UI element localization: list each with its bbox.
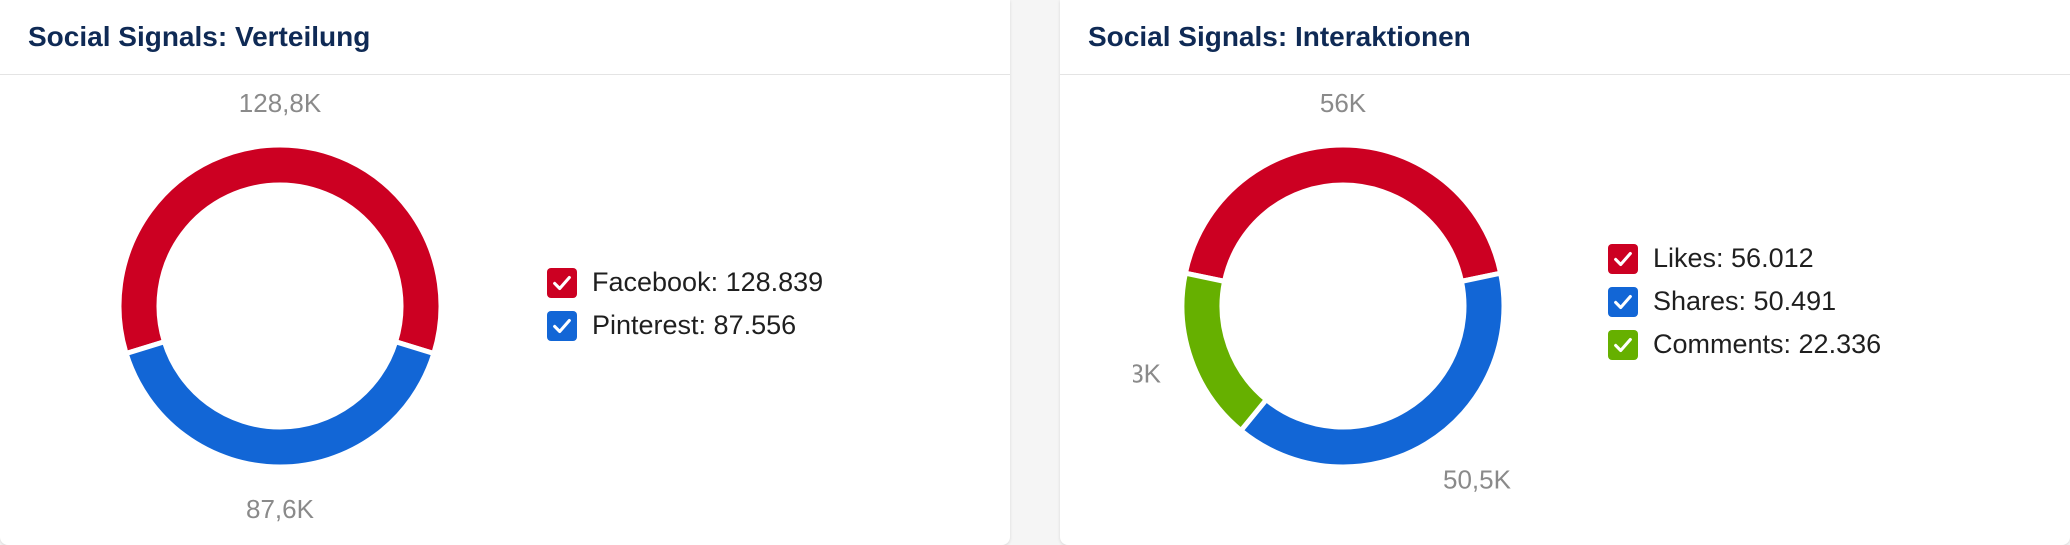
donut-chart-interaktionen: 56K 50,5K 22,3K bbox=[1093, 88, 1512, 495]
data-label-shares: 50,5K bbox=[1443, 465, 1512, 495]
legend-item-likes[interactable]: Likes: 56.012 bbox=[1608, 243, 1881, 274]
legend-label: Shares: 50.491 bbox=[1653, 286, 1837, 316]
legend-label: Facebook: 128.839 bbox=[592, 267, 824, 297]
data-label-comments: 22,3K bbox=[1093, 359, 1162, 389]
checkbox-checked-icon[interactable] bbox=[1608, 329, 1638, 360]
card-header: Social Signals: Verteilung bbox=[0, 0, 1010, 75]
legend-verteilung: Facebook: 128.839 Pinterest: 87.556 bbox=[547, 267, 823, 341]
legend-item-comments[interactable]: Comments: 22.336 bbox=[1608, 329, 1881, 360]
legend-item-pinterest[interactable]: Pinterest: 87.556 bbox=[547, 310, 823, 341]
card-title: Social Signals: Interaktionen bbox=[1088, 21, 1471, 52]
slice-comments[interactable] bbox=[1179, 270, 1270, 435]
card-title: Social Signals: Verteilung bbox=[28, 21, 371, 52]
data-label-facebook: 128,8K bbox=[239, 88, 322, 118]
donut-chart-verteilung: 128,8K 87,6K bbox=[116, 88, 444, 524]
checkbox-checked-icon[interactable] bbox=[1608, 243, 1638, 274]
checkbox-checked-icon[interactable] bbox=[547, 310, 577, 341]
card-interaktionen: Social Signals: Interaktionen 56K 50,5K 22… bbox=[1060, 0, 2070, 545]
legend-label: Pinterest: 87.556 bbox=[592, 310, 797, 340]
card-header: Social Signals: Interaktionen bbox=[1060, 0, 2070, 75]
checkbox-checked-icon[interactable] bbox=[1608, 286, 1638, 317]
legend-label: Likes: 56.012 bbox=[1653, 243, 1814, 273]
legend-label: Comments: 22.336 bbox=[1653, 329, 1882, 359]
card-verteilung: Social Signals: Verteilung 128,8K 87,6K F… bbox=[0, 0, 1010, 545]
slice-facebook[interactable] bbox=[116, 142, 444, 357]
legend-item-shares[interactable]: Shares: 50.491 bbox=[1608, 286, 1881, 317]
slice-shares[interactable] bbox=[1237, 270, 1507, 470]
slice-likes[interactable] bbox=[1182, 142, 1504, 285]
legend-interaktionen: Likes: 56.012 Shares: 50.491 Comments: 22.… bbox=[1608, 243, 1881, 360]
checkbox-checked-icon[interactable] bbox=[547, 267, 577, 298]
legend-item-facebook[interactable]: Facebook: 128.839 bbox=[547, 267, 823, 298]
data-label-pinterest: 87,6K bbox=[246, 494, 315, 524]
slice-pinterest[interactable] bbox=[123, 338, 437, 470]
data-label-likes: 56K bbox=[1320, 88, 1367, 118]
